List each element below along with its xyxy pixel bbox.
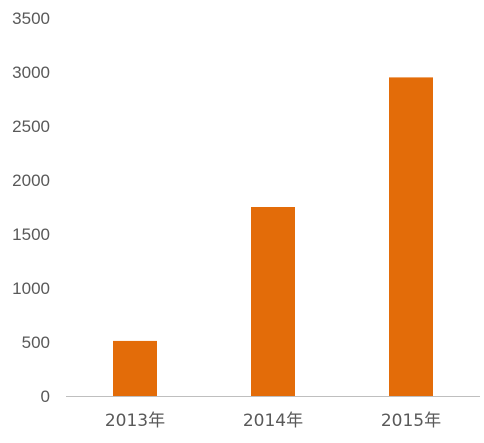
bar-3 [389,77,433,397]
y-tick-label: 2000 [12,171,50,190]
x-axis-tick-labels: 2013年 2014年 2015年 [105,411,441,431]
x-tick-label: 2015年 [381,411,441,431]
y-tick-label: 3000 [12,63,50,82]
x-tick-label: 2014年 [243,411,303,431]
y-tick-label: 2500 [12,117,50,136]
bar-series [113,77,433,397]
y-tick-label: 1000 [12,279,50,298]
bar-1 [113,340,157,396]
y-tick-label: 3500 [12,9,50,28]
y-tick-label: 500 [22,333,50,352]
x-tick-label: 2013年 [105,411,165,431]
y-tick-label: 0 [41,387,50,406]
y-axis-tick-labels: 0 500 1000 1500 2000 2500 3000 3500 [12,9,50,406]
y-tick-label: 1500 [12,225,50,244]
bar-2 [251,207,295,396]
